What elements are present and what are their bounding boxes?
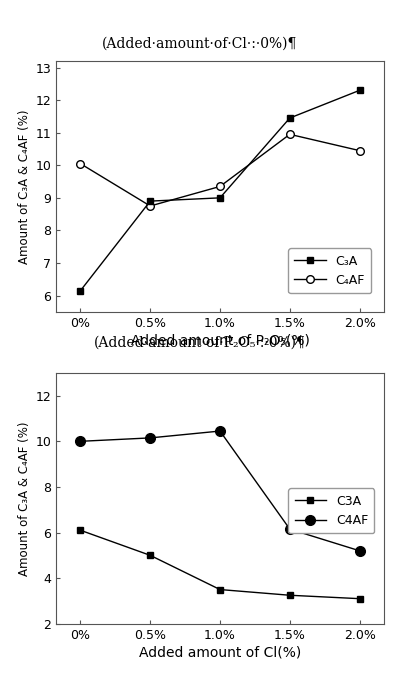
- Y-axis label: Amount of C₃A & C₄AF (%): Amount of C₃A & C₄AF (%): [18, 421, 31, 576]
- X-axis label: Added amount of P₂O₅(%): Added amount of P₂O₅(%): [130, 334, 310, 348]
- Legend: C3A, C4AF: C3A, C4AF: [288, 488, 374, 534]
- Y-axis label: Amount of C₃A & C₄AF (%): Amount of C₃A & C₄AF (%): [18, 109, 31, 264]
- Text: (Added·amount·of·Cl·:·0%)¶: (Added·amount·of·Cl·:·0%)¶: [102, 37, 298, 51]
- Legend: C₃A, C₄AF: C₃A, C₄AF: [288, 248, 371, 293]
- X-axis label: Added amount of Cl(%): Added amount of Cl(%): [139, 645, 301, 660]
- Text: (Added·amount·of·P₂O₅·:·0%)¶: (Added·amount·of·P₂O₅·:·0%)¶: [94, 336, 306, 349]
